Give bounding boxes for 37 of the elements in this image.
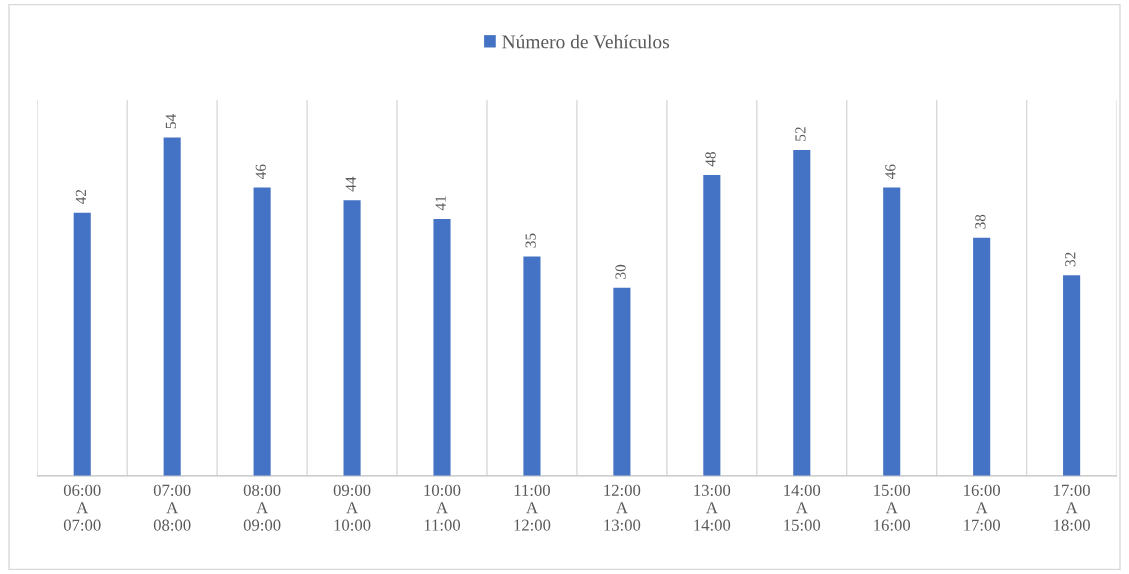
bar — [973, 237, 991, 476]
x-tick-label: 11:00 A 12:00 — [514, 484, 551, 531]
bar — [163, 137, 181, 476]
data-label: 54 — [165, 114, 176, 129]
data-label: 41 — [435, 196, 446, 211]
x-tick-label: 09:00 A 10:00 — [333, 484, 371, 531]
x-tick-label: 13:00 A 14:00 — [694, 484, 731, 531]
x-tick-label: 14:00 A 15:00 — [784, 484, 821, 531]
data-label: 42 — [75, 189, 86, 205]
data-label: 52 — [795, 127, 806, 141]
bar — [343, 200, 361, 476]
x-tick-label: 10:00 A 11:00 — [424, 484, 461, 531]
x-tick-label: 15:00 A 16:00 — [874, 484, 911, 531]
bar — [433, 218, 451, 476]
x-tick-label: 07:00 A 08:00 — [153, 484, 191, 531]
bar — [523, 256, 541, 476]
bar — [793, 150, 811, 476]
x-tick-label: 16:00 A 17:00 — [964, 484, 1001, 531]
x-tick-label: 06:00 A 07:00 — [63, 484, 101, 531]
data-label: 46 — [885, 164, 896, 179]
data-label: 48 — [705, 152, 716, 167]
data-label: 46 — [255, 164, 266, 179]
x-tick-label: 17:00 A 18:00 — [1054, 484, 1090, 531]
bar — [883, 187, 901, 476]
data-label: 38 — [975, 214, 986, 229]
x-tick-label: 12:00 A 13:00 — [604, 484, 641, 531]
data-label: 44 — [345, 176, 356, 192]
bar — [1063, 275, 1081, 476]
data-label: 30 — [615, 264, 626, 279]
bar — [703, 175, 721, 476]
data-label: 35 — [525, 233, 536, 248]
bar — [253, 187, 271, 476]
data-label: 32 — [1065, 252, 1076, 267]
legend-label: Número de Vehículos — [502, 34, 670, 49]
x-tick-label: 08:00 A 09:00 — [243, 484, 281, 531]
bar — [73, 212, 91, 476]
bar — [613, 287, 631, 476]
